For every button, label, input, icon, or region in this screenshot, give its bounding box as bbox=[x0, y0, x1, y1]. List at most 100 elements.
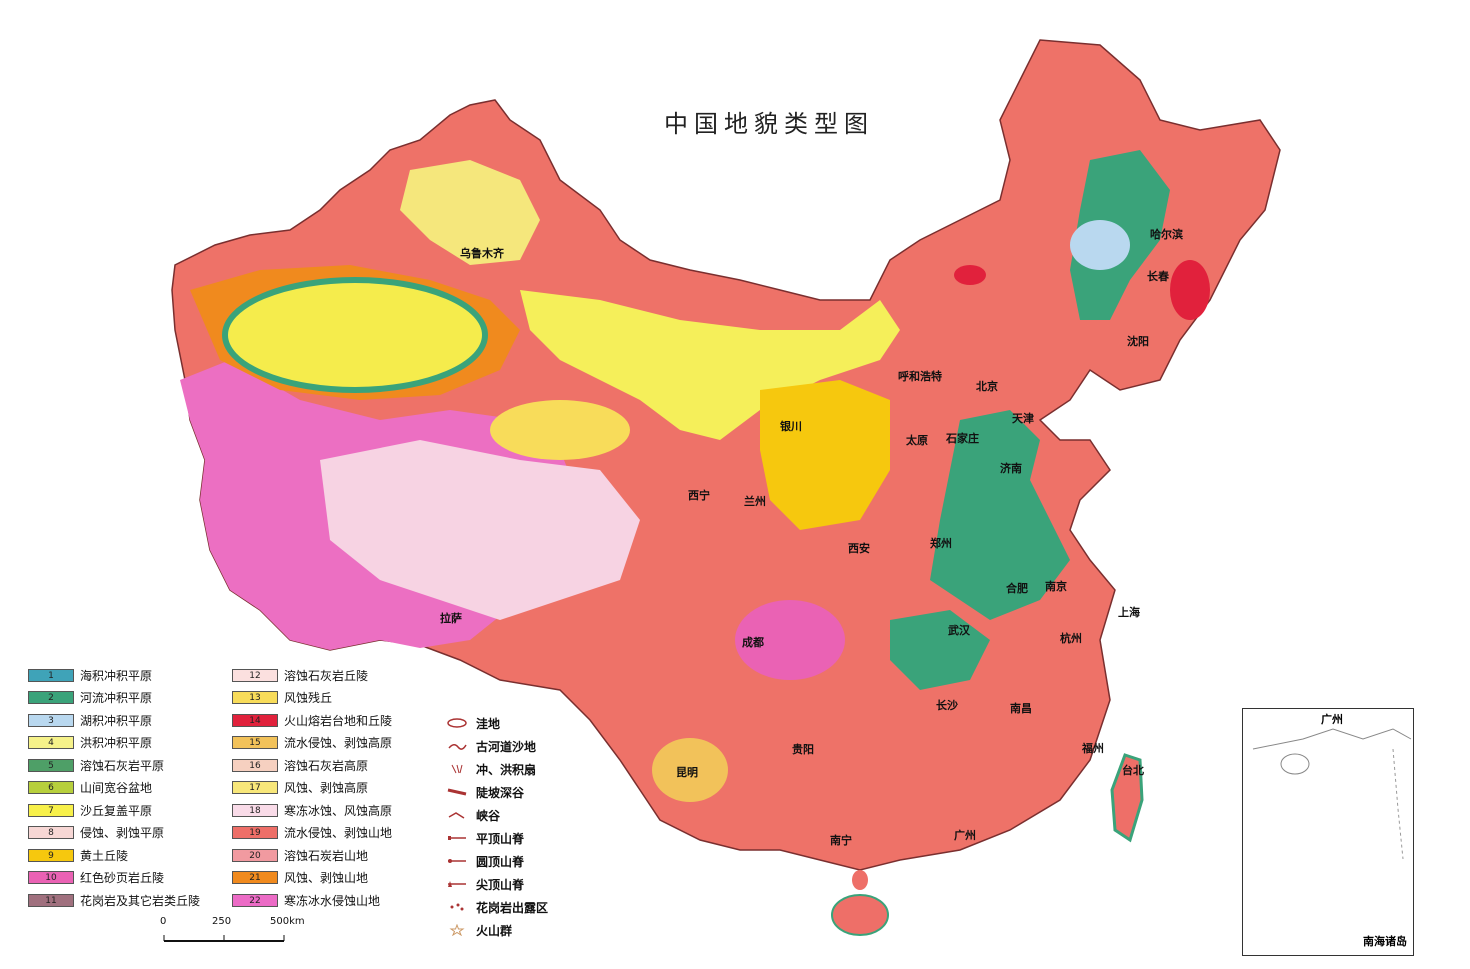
scale-bar: 0 250 500km bbox=[160, 916, 305, 949]
city-label: 乌鲁木齐 bbox=[460, 247, 504, 260]
legend-swatch: 14 bbox=[232, 713, 278, 727]
city-label: 南京 bbox=[1045, 580, 1067, 593]
south-china-sea-inset: 广州 南海诸岛 bbox=[1242, 708, 1414, 956]
city-label: 台北 bbox=[1122, 764, 1144, 777]
gobi-belt bbox=[520, 290, 900, 440]
qaidam bbox=[490, 400, 630, 460]
legend-label: 流水侵蚀、剥蚀山地 bbox=[284, 826, 393, 841]
symbol-label: 火山群 bbox=[476, 924, 513, 938]
legend-item: 14 火山熔岩台地和丘陵 bbox=[232, 709, 392, 732]
legend-item: 6 山间宽谷盆地 bbox=[28, 777, 200, 800]
city-label: 西安 bbox=[848, 542, 870, 555]
city-label: 南昌 bbox=[1010, 702, 1032, 715]
legend-item: 18 寒冻冰蚀、风蚀高原 bbox=[232, 799, 392, 822]
legend-swatch: 5 bbox=[28, 758, 74, 772]
legend-swatch: 15 bbox=[232, 736, 278, 750]
legend-swatch: 19 bbox=[232, 826, 278, 840]
symbol-label: 花岗岩出露区 bbox=[476, 901, 549, 915]
legend-left: 1 海积冲积平原 2 河流冲积平原 3 湖积冲积平原 4 洪积冲积平原 5 溶蚀石灰岩平原 6 山间宽… bbox=[28, 664, 200, 912]
symbol-legend-item: 平顶山脊 bbox=[446, 827, 548, 850]
legend-swatch: 4 bbox=[28, 736, 74, 750]
symbol-legend-item: 圆顶山脊 bbox=[446, 850, 548, 873]
legend-item: 16 溶蚀石灰岩高原 bbox=[232, 754, 392, 777]
volcano-icon bbox=[446, 921, 468, 940]
symbol-legend-item: 古河道沙地 bbox=[446, 735, 548, 758]
symbol-label: 尖顶山脊 bbox=[476, 878, 525, 892]
legend-label: 沙丘复盖平原 bbox=[80, 803, 153, 818]
scale-tick-500: 500km bbox=[270, 916, 305, 927]
symbol-label: 洼地 bbox=[476, 717, 501, 731]
legend-swatch: 7 bbox=[28, 803, 74, 817]
taiwan bbox=[1110, 753, 1144, 843]
legend-label: 寒冻冰水侵蚀山地 bbox=[284, 893, 381, 908]
legend-mid: 12 溶蚀石灰岩丘陵 13 风蚀残丘 14 火山熔岩台地和丘陵 15 流水侵蚀、剥蚀高原 16 溶… bbox=[232, 664, 392, 912]
legend-item: 21 风蚀、剥蚀山地 bbox=[232, 867, 392, 890]
legend-swatch: 20 bbox=[232, 848, 278, 862]
legend-swatch: 2 bbox=[28, 691, 74, 705]
legend-label: 风蚀、剥蚀山地 bbox=[284, 871, 369, 886]
steep-valley-icon bbox=[446, 783, 468, 802]
inset-title: 南海诸岛 bbox=[1363, 935, 1407, 948]
scale-line bbox=[163, 935, 285, 942]
city-label: 北京 bbox=[976, 380, 998, 393]
legend-symbols: 洼地古河道沙地冲、洪积扇陡坡深谷峡谷平顶山脊 圆顶山脊尖顶山脊花岗岩出露区 火山群 bbox=[446, 712, 548, 942]
city-label: 沈阳 bbox=[1127, 335, 1149, 348]
volcanic-field-2 bbox=[954, 265, 986, 285]
north-china-plain bbox=[930, 410, 1070, 620]
symbol-label: 峡谷 bbox=[476, 809, 501, 823]
legend-item: 22 寒冻冰水侵蚀山地 bbox=[232, 889, 392, 912]
symbol-label: 古河道沙地 bbox=[476, 740, 537, 754]
volcanic-field bbox=[1170, 260, 1210, 320]
city-label: 南宁 bbox=[830, 834, 852, 847]
legend-swatch: 21 bbox=[232, 871, 278, 885]
legend-swatch: 13 bbox=[232, 691, 278, 705]
sharp-ridge-icon bbox=[446, 875, 468, 894]
legend-swatch: 11 bbox=[28, 893, 74, 907]
symbol-legend-item: 火山群 bbox=[446, 919, 548, 942]
legend-swatch: 22 bbox=[232, 893, 278, 907]
symbol-label: 陡坡深谷 bbox=[476, 786, 525, 800]
city-label: 郑州 bbox=[930, 537, 952, 550]
legend-label: 花岗岩及其它岩类丘陵 bbox=[80, 893, 201, 908]
hainan bbox=[831, 894, 889, 936]
city-label: 石家庄 bbox=[946, 432, 979, 445]
legend-swatch: 10 bbox=[28, 871, 74, 885]
legend-label: 火山熔岩台地和丘陵 bbox=[284, 713, 393, 728]
city-label: 哈尔滨 bbox=[1150, 228, 1183, 241]
city-label: 太原 bbox=[906, 434, 928, 447]
city-label: 长春 bbox=[1147, 270, 1169, 283]
depression-icon bbox=[446, 714, 468, 733]
city-label: 上海 bbox=[1118, 606, 1140, 619]
legend-item: 7 沙丘复盖平原 bbox=[28, 799, 200, 822]
legend-item: 19 流水侵蚀、剥蚀山地 bbox=[232, 822, 392, 845]
leizhou bbox=[852, 870, 868, 890]
paleochannel-icon bbox=[446, 737, 468, 756]
legend-label: 流水侵蚀、剥蚀高原 bbox=[284, 736, 393, 751]
inset-map bbox=[1252, 728, 1412, 860]
symbol-legend-item: 尖顶山脊 bbox=[446, 873, 548, 896]
legend-item: 2 河流冲积平原 bbox=[28, 687, 200, 710]
yunnan-plateau bbox=[652, 738, 728, 802]
map-title: 中国地貌类型图 bbox=[664, 110, 874, 138]
legend-item: 3 湖积冲积平原 bbox=[28, 709, 200, 732]
city-label: 杭州 bbox=[1060, 632, 1082, 645]
legend-item: 8 侵蚀、剥蚀平原 bbox=[28, 822, 200, 845]
legend-item: 1 海积冲积平原 bbox=[28, 664, 200, 687]
city-label: 呼和浩特 bbox=[898, 370, 942, 383]
symbol-legend-item: 峡谷 bbox=[446, 804, 548, 827]
legend-label: 溶蚀石灰岩丘陵 bbox=[284, 668, 369, 683]
symbol-legend-item: 冲、洪积扇 bbox=[446, 758, 548, 781]
city-label: 济南 bbox=[1000, 462, 1022, 475]
city-label: 西宁 bbox=[688, 489, 710, 502]
legend-label: 风蚀、剥蚀高原 bbox=[284, 781, 369, 796]
city-label: 天津 bbox=[1012, 412, 1034, 425]
city-label: 福州 bbox=[1082, 742, 1104, 755]
legend-label: 山间宽谷盆地 bbox=[80, 781, 153, 796]
legend-swatch: 8 bbox=[28, 826, 74, 840]
loess-plateau bbox=[760, 380, 890, 530]
legend-item: 11 花岗岩及其它岩类丘陵 bbox=[28, 889, 200, 912]
tarim-desert bbox=[222, 277, 488, 393]
legend-item: 5 溶蚀石灰岩平原 bbox=[28, 754, 200, 777]
